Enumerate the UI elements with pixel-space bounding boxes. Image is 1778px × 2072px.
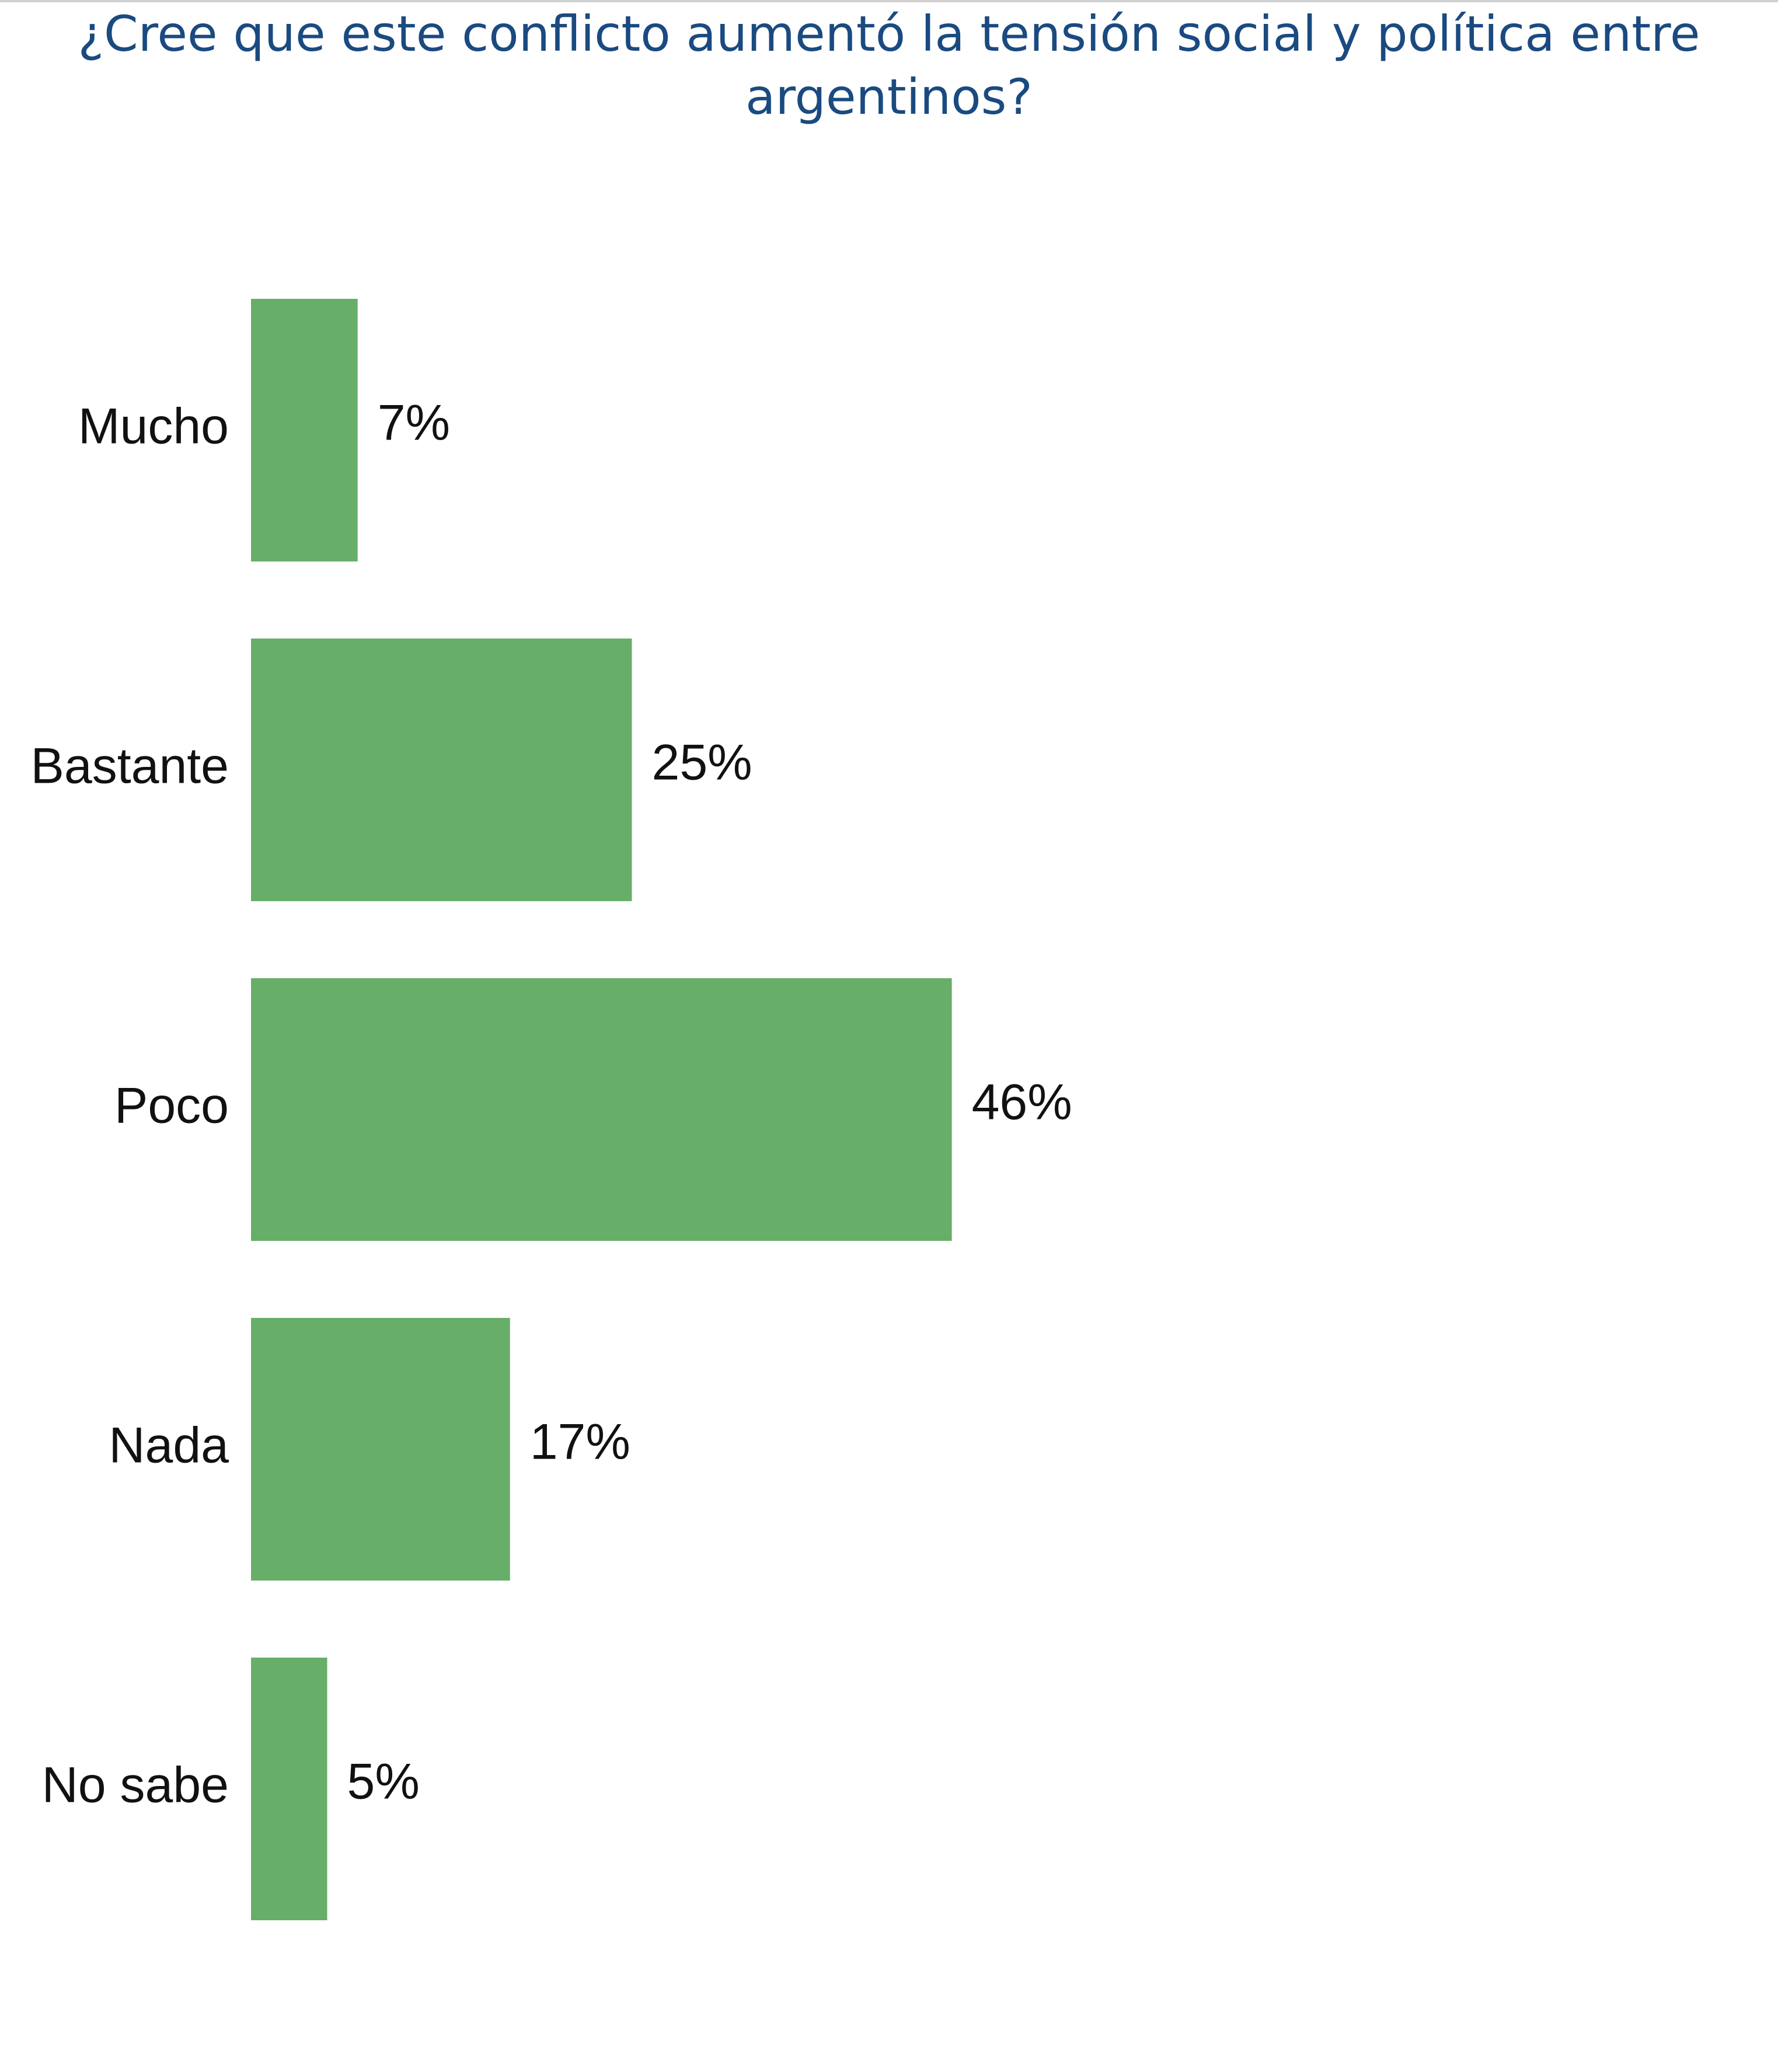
category-label: Poco [114,1078,229,1134]
value-label: 25% [652,735,752,791]
bar-bastante [251,639,632,901]
value-label: 46% [972,1075,1072,1131]
top-border [0,0,1778,2]
category-label: Mucho [78,399,229,455]
value-label: 7% [378,395,450,451]
category-label: Nada [109,1418,229,1474]
category-label: Bastante [31,738,229,794]
chart-title-line-1: ¿Cree que este conflicto aumentó la tens… [78,5,1700,62]
value-label: 17% [530,1414,630,1470]
chart-title-line-2: argentinos? [745,68,1033,125]
bar-poco [251,978,952,1241]
category-label: No sabe [42,1757,229,1813]
bar-no-sabe [251,1658,327,1920]
bar-mucho [251,299,358,561]
bar-nada [251,1318,510,1581]
value-label: 5% [347,1754,420,1810]
chart-title: ¿Cree que este conflicto aumentó la tens… [0,2,1778,128]
